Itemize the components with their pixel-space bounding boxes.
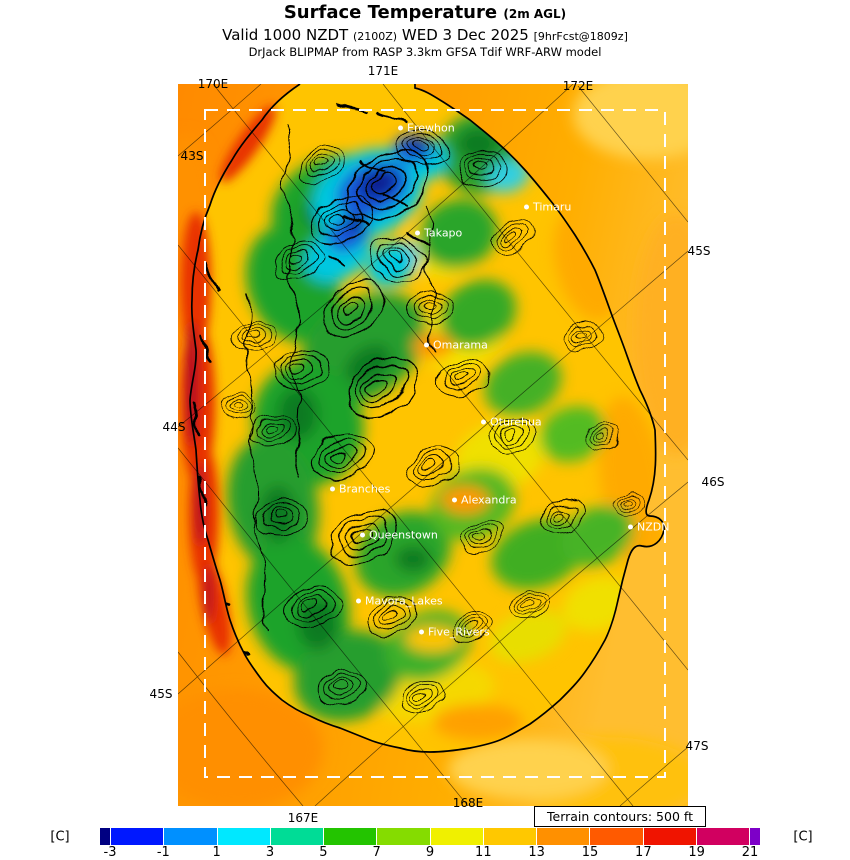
colorbar-cell	[590, 828, 644, 845]
temperature-colorbar	[100, 828, 760, 845]
colorbar-cell	[750, 828, 760, 845]
colorbar-tick-17: 17	[635, 845, 652, 860]
header: Surface Temperature (2m AGL) Valid 1000 …	[0, 2, 850, 60]
title-line: Surface Temperature (2m AGL)	[0, 2, 850, 25]
temperature-field	[227, 114, 665, 740]
grid-label-46s: 46S	[701, 475, 725, 489]
valid-zulu: (2100Z)	[352, 29, 398, 43]
colorbar-cell	[270, 828, 324, 845]
colorbar-tick-5: 5	[319, 845, 328, 860]
model-info: DrJack BLIPMAP from RASP 3.3km GFSA Tdif…	[248, 45, 602, 60]
colorbar-cell	[100, 828, 111, 845]
grid-label-45s: 45S	[149, 687, 173, 701]
colorbar-ticks: -3 -1 1 3 5 7 9 11 13 15 17 19 21	[100, 845, 760, 860]
colorbar-unit-left: [C]	[50, 829, 70, 845]
colorbar-cell	[483, 828, 537, 845]
terrain-contours-note: Terrain contours: 500 ft	[534, 806, 706, 827]
colorbar-unit-right: [C]	[793, 829, 813, 845]
colorbar-tick-19: 19	[688, 845, 705, 860]
coastline	[189, 84, 665, 753]
map-area	[178, 84, 688, 806]
temperature-map-graphic	[178, 84, 688, 806]
colorbar-cell	[217, 828, 271, 845]
grid-label-47s: 47S	[685, 739, 709, 753]
colorbar-tick-21: 21	[741, 845, 759, 860]
domain-boundary-dashed	[204, 109, 666, 778]
colorbar-tick-11: 11	[475, 845, 492, 860]
colorbar-tick--3: -3	[103, 845, 117, 860]
colorbar-cell	[377, 828, 431, 845]
colorbar-cell	[643, 828, 697, 845]
colorbar-cell	[164, 828, 218, 845]
grid-label-171e: 171E	[367, 64, 399, 78]
colorbar-tick--1: -1	[156, 845, 170, 860]
colorbar-cell	[324, 828, 378, 845]
grid-label-167e: 167E	[287, 811, 319, 825]
valid-line: Valid 1000 NZDT (2100Z) WED 3 Dec 2025 […	[0, 26, 850, 45]
colorbar-tick-15: 15	[581, 845, 599, 860]
graticule	[178, 84, 688, 806]
colorbar-cell	[111, 828, 165, 845]
colorbar-tick-9: 9	[425, 845, 435, 860]
grid-label-45s: 45S	[687, 244, 711, 258]
page-title: Surface Temperature	[283, 2, 498, 23]
valid-time: Valid 1000 NZDT	[222, 25, 349, 44]
colorbar-cell	[430, 828, 484, 845]
colorbar-tick-3: 3	[265, 845, 275, 860]
forecast-lead: [9hrFcst@1809z]	[533, 29, 628, 43]
colorbar-cell	[696, 828, 750, 845]
colorbar-tick-1: 1	[212, 845, 221, 860]
page-title-suffix: (2m AGL)	[503, 7, 567, 21]
colorbar-cell	[537, 828, 591, 845]
colorbar-tick-13: 13	[528, 845, 545, 860]
valid-date: WED 3 Dec 2025	[401, 25, 529, 44]
colorbar-tick-7: 7	[372, 845, 381, 860]
